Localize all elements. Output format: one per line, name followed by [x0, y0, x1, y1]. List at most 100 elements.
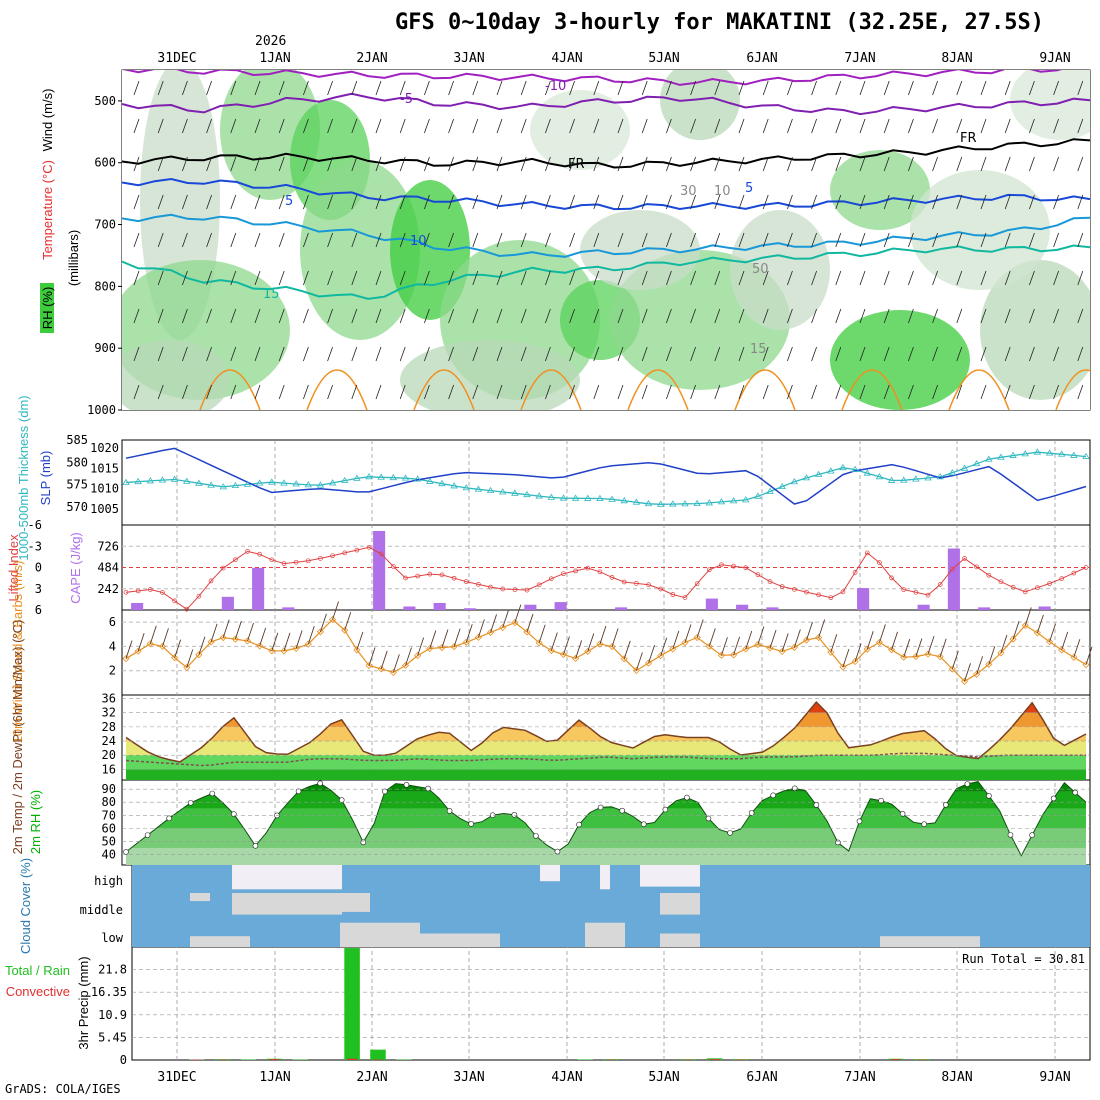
wind-barb-10m [332, 601, 340, 620]
wind-barb [956, 156, 963, 172]
wind-barb [1077, 270, 1084, 286]
wind-speed-point [778, 647, 786, 655]
thickness-point [158, 476, 167, 483]
rh-point [597, 804, 604, 811]
thickness-point [499, 488, 507, 495]
wind-barb [908, 346, 914, 362]
wind-barb-10m [1012, 621, 1020, 640]
wind-barb [883, 80, 890, 96]
wind-barb-10m [563, 636, 570, 655]
wind-barb [327, 118, 333, 134]
wind-barb [133, 346, 140, 362]
wind-barb [1004, 270, 1011, 286]
wind-barb [883, 270, 890, 286]
rh-axis-label: RH (%) [40, 287, 55, 330]
contour-label-1: -5 [400, 92, 413, 107]
wind-barb [762, 80, 769, 96]
wind-barb [399, 308, 406, 324]
wind-barb-10m [550, 632, 558, 651]
wind-barb-10m [830, 634, 838, 653]
wind-barb [956, 80, 963, 96]
thickness-point [620, 497, 628, 504]
cloud-bars [190, 865, 980, 947]
thickness-point [341, 476, 349, 484]
lifted-index-point [354, 547, 360, 553]
wind-speed-point [535, 639, 543, 647]
wind-barb [569, 156, 575, 172]
wind-barb [206, 232, 212, 248]
rh-point [684, 794, 690, 801]
top-date-4jan: 4JAN [551, 51, 582, 66]
wind-barb [1077, 346, 1084, 362]
precip-conv-label: Convective [6, 984, 70, 999]
bottom-date-labels: 31DEC 1JAN 2JAN 3JAN 4JAN 5JAN 6JAN 7JAN 8JAN 9JA… [157, 1070, 1070, 1085]
wind-barb-10m [198, 636, 206, 655]
cape-tick-726: 726 [97, 539, 119, 553]
wind-speed-point [742, 645, 750, 653]
thickness-point [559, 494, 568, 501]
rh-tick-80: 80 [102, 795, 116, 809]
wind-barb [351, 346, 358, 362]
wind-barb [1029, 232, 1035, 248]
wind-barb [278, 156, 285, 172]
wind-speed-point [122, 655, 130, 663]
temp-tick-36: 36 [102, 692, 116, 706]
wind-barb [278, 346, 285, 362]
contour-label-9: 10 [714, 184, 731, 199]
wind-barb [666, 194, 672, 210]
wind-barb [545, 270, 551, 286]
thickness-point [1057, 450, 1066, 457]
wind-barb [520, 308, 527, 324]
wind-barb [182, 232, 188, 248]
precip-tick-16.35: 16.35 [91, 985, 127, 999]
wind-speed-point [401, 661, 410, 670]
wind-barb [956, 308, 963, 324]
lifted-index-point [864, 550, 870, 556]
lifted-index-point [293, 559, 299, 565]
wind-speed-point [523, 628, 531, 636]
wind-barb [1053, 118, 1059, 134]
wind-barb [835, 232, 842, 248]
wind-speed-point [1021, 621, 1029, 629]
thickness-point [863, 469, 871, 476]
rh-point [770, 792, 776, 799]
lifted-index-point [840, 589, 846, 595]
wind-barb [254, 308, 261, 324]
thickness-point [474, 485, 483, 492]
wind-barb [496, 156, 503, 172]
wind-barb [811, 384, 817, 400]
bottom-date-31dec: 31DEC [157, 1070, 196, 1085]
wind-barb [496, 384, 503, 400]
wind-barb [278, 194, 285, 210]
wind-barb [545, 156, 551, 172]
rh-point [554, 848, 561, 855]
wind-barb [908, 118, 914, 134]
wind-barb [278, 384, 285, 400]
wind-speed-point [389, 668, 397, 676]
thickness-point [571, 494, 580, 501]
wind-barb [230, 194, 237, 210]
top-date-8jan: 8JAN [941, 51, 972, 66]
rh-point [964, 781, 971, 787]
rh-shade-13 [122, 340, 230, 410]
bottom-date-8jan: 8JAN [941, 1070, 972, 1085]
thickness-point [596, 494, 604, 501]
wind-barb [472, 384, 479, 400]
contour-label-5: 5 [285, 194, 293, 209]
wind-barb [908, 308, 914, 324]
wind-barb [835, 80, 842, 96]
wind-barb [133, 156, 140, 172]
thickness-point [705, 499, 713, 506]
wind-barb [351, 80, 358, 96]
wind-barb [883, 194, 890, 210]
wind-barb [545, 308, 551, 324]
wind-barb-10m [344, 612, 352, 631]
wind-barb [472, 156, 479, 172]
wind-barb [762, 118, 769, 134]
cape-bar [403, 606, 416, 610]
wind-barb [472, 194, 479, 210]
precip-conv-bar [346, 1058, 358, 1060]
thickness-point [827, 467, 835, 474]
wind-barb [1053, 232, 1059, 248]
thickness-point [170, 475, 179, 482]
